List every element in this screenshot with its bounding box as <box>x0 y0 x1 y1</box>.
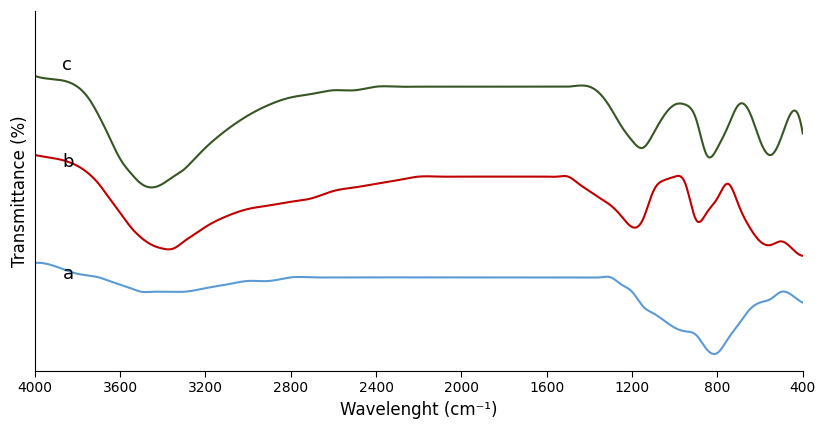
Text: b: b <box>62 153 74 171</box>
X-axis label: Wavelenght (cm⁻¹): Wavelenght (cm⁻¹) <box>340 401 498 419</box>
Text: a: a <box>62 265 74 283</box>
Y-axis label: Transmittance (%): Transmittance (%) <box>11 115 29 267</box>
Text: c: c <box>62 56 72 74</box>
